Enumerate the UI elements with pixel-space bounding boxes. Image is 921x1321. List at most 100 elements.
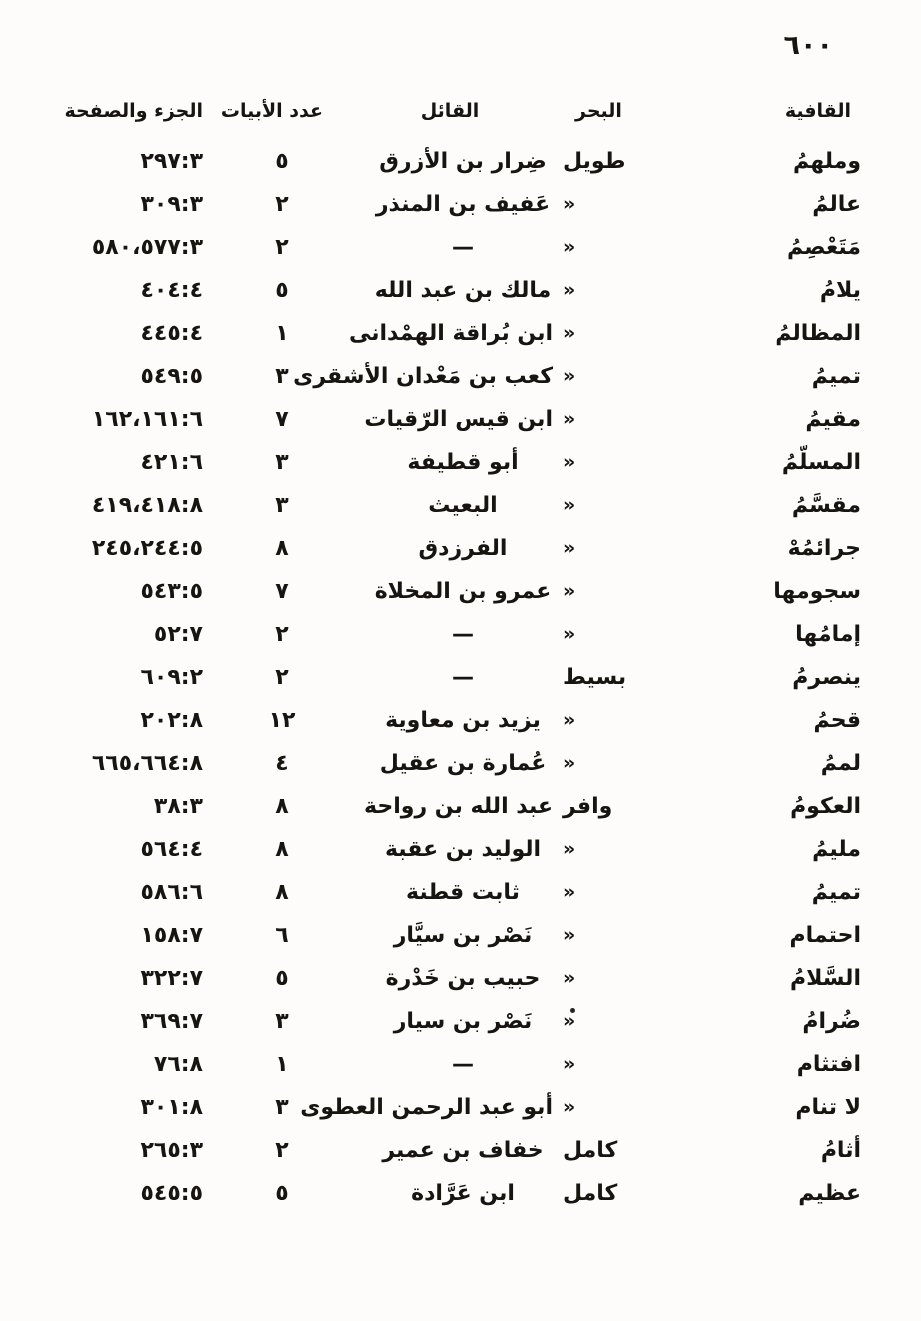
qafiya-cell: قحمُ (813, 708, 861, 733)
volume-page-cell: ١٦٢،١٦١:٦ (91, 407, 203, 432)
abyat-count-cell: ٧ (275, 579, 289, 604)
qafiya-cell: يلامُ (819, 278, 861, 303)
volume-page-cell: ٦٠٩:٢ (140, 665, 203, 690)
volume-page-cell: ٥٦٤:٤ (140, 837, 203, 862)
abyat-count-cell: ٨ (275, 536, 289, 561)
qafiya-cell: احتمام (789, 923, 861, 948)
volume-page-cell: ٥٤٣:٥ (140, 579, 203, 604)
qail-cell: نَصْر بن سيَّار (393, 923, 533, 948)
bahr-cell: « (563, 494, 576, 516)
table-row: تميمُ « ثابت قطنة ٨ ٥٨٦:٦ (23, 871, 913, 914)
table-row: المظالمُ « ابن بُراقة الهمْدانى ١ ٤٤٥:٤ (23, 312, 913, 355)
abyat-count-cell: ٢ (275, 1138, 289, 1163)
table-row: السَّلامُ « حبيب بن خَدْرة ٥ ٣٢٢:٧ (23, 957, 913, 1000)
abyat-count-cell: ١ (275, 1052, 289, 1077)
bahr-cell: « (563, 838, 576, 860)
qafiya-cell: إمامُها (795, 622, 861, 647)
header-volume-page: الجزء والصفحة (64, 100, 203, 122)
qail-cell: — (452, 665, 474, 690)
qail-cell: نَصْر بن سيار (393, 1009, 533, 1034)
qafiya-cell: مَتَعْصِمُ (787, 235, 861, 260)
qafiya-cell: افتثام (796, 1052, 861, 1077)
qafiya-cell: سجومها (773, 579, 861, 604)
bahr-cell: « (563, 279, 576, 301)
abyat-count-cell: ٣ (275, 493, 289, 518)
volume-page-cell: ٥٤٩:٥ (140, 364, 203, 389)
table-body: وملهمُ طويل ضِرار بن الأزرق ٥ ٢٩٧:٣ عالم… (23, 140, 913, 1215)
poetry-rhyme-index-table: القافية البحر القائل عدد الأبيات الجزء و… (0, 92, 921, 1215)
bahr-cell: « (563, 752, 576, 774)
volume-page-cell: ٣٨:٣ (153, 794, 203, 819)
bahr-cell: « (563, 1096, 576, 1118)
bahr-cell: « (563, 580, 576, 602)
qail-cell: عَفيف بن المنذر (375, 192, 551, 217)
volume-page-cell: ٣٦٩:٧ (140, 1009, 203, 1034)
volume-page-cell: ٥٨٠،٥٧٧:٣ (91, 235, 203, 260)
qafiya-cell: وملهمُ (792, 149, 861, 174)
qail-cell: أبو عبد الرحمن العطوى (300, 1095, 553, 1120)
qail-cell: مالك بن عبد الله (374, 278, 552, 303)
qail-cell: أبو قطيفة (407, 450, 519, 475)
volume-page-cell: ٣٢٢:٧ (140, 966, 203, 991)
table-row: يلامُ « مالك بن عبد الله ٥ ٤٠٤:٤ (23, 269, 913, 312)
header-qafiya: القافية (784, 100, 851, 122)
volume-page-cell: ٣٠٩:٣ (140, 192, 203, 217)
volume-page-cell: ٢٦٥:٣ (140, 1138, 203, 1163)
qafiya-cell: مقسَّمُ (791, 493, 861, 518)
volume-page-cell: ٣٠١:٨ (140, 1095, 203, 1120)
qail-cell: عُمارة بن عقيل (379, 751, 547, 776)
volume-page-cell: ١٥٨:٧ (140, 923, 203, 948)
volume-page-cell: ٥٤٥:٥ (140, 1181, 203, 1206)
table-row: احتمام « نَصْر بن سيَّار ٦ ١٥٨:٧ (23, 914, 913, 957)
bahr-cell: « (563, 451, 576, 473)
bahr-cell: « (563, 709, 576, 731)
abyat-count-cell: ٢ (275, 665, 289, 690)
qail-cell: البعيث (428, 493, 498, 518)
bahr-cell: كامل (563, 1181, 618, 1206)
table-row: إمامُها « — ٢ ٥٢:٧ (23, 613, 913, 656)
qail-cell: الفرزدق (418, 536, 508, 561)
abyat-count-cell: ٣ (275, 1095, 289, 1120)
bahr-cell: « (563, 924, 576, 946)
volume-page-cell: ٦٦٥،٦٦٤:٨ (91, 751, 203, 776)
ink-dot (570, 1008, 575, 1013)
abyat-count-cell: ٨ (275, 880, 289, 905)
qafiya-cell: لممُ (820, 751, 861, 776)
table-row: لا تنام « أبو عبد الرحمن العطوى ٣ ٣٠١:٨ (23, 1086, 913, 1129)
bahr-cell: « (563, 408, 576, 430)
abyat-count-cell: ٨ (275, 794, 289, 819)
bahr-cell: « (563, 365, 576, 387)
volume-page-cell: ٢٠٢:٨ (140, 708, 203, 733)
bahr-cell: « (563, 881, 576, 903)
bahr-cell: « (563, 1010, 576, 1032)
volume-page-cell: ٤٠٤:٤ (140, 278, 203, 303)
table-row: مليمُ « الوليد بن عقبة ٨ ٥٦٤:٤ (23, 828, 913, 871)
table-row: العكومُ وافر عبد الله بن رواحة ٨ ٣٨:٣ (23, 785, 913, 828)
table-row: أثامُ كامل خفاف بن عمير ٢ ٢٦٥:٣ (23, 1129, 913, 1172)
qafiya-cell: ينصرمُ (792, 665, 861, 690)
qafiya-cell: لا تنام (795, 1095, 861, 1120)
abyat-count-cell: ٥ (275, 1181, 289, 1206)
table-row: مقسَّمُ « البعيث ٣ ٤١٩،٤١٨:٨ (23, 484, 913, 527)
qafiya-cell: عالمُ (812, 192, 861, 217)
qafiya-cell: السَّلامُ (789, 966, 861, 991)
qail-cell: عبد الله بن رواحة (364, 794, 553, 819)
qail-cell: حبيب بن خَدْرة (385, 966, 541, 991)
table-row: وملهمُ طويل ضِرار بن الأزرق ٥ ٢٩٧:٣ (23, 140, 913, 183)
qafiya-cell: مقيمُ (805, 407, 861, 432)
bahr-cell: « (563, 537, 576, 559)
qafiya-cell: مليمُ (812, 837, 861, 862)
table-row: مقيمُ « ابن قيس الرّقيات ٧ ١٦٢،١٦١:٦ (23, 398, 913, 441)
volume-page-cell: ٥٢:٧ (153, 622, 203, 647)
qail-cell: كعب بن مَعْدان الأشقرى (293, 364, 553, 389)
bahr-cell: طويل (563, 149, 626, 174)
volume-page-cell: ٤١٩،٤١٨:٨ (91, 493, 203, 518)
table-row: افتثام « — ١ ٧٦:٨ (23, 1043, 913, 1086)
volume-page-cell: ٤٤٥:٤ (140, 321, 203, 346)
abyat-count-cell: ٣ (275, 450, 289, 475)
table-row: المسلّمُ « أبو قطيفة ٣ ٤٢١:٦ (23, 441, 913, 484)
volume-page-cell: ٢٩٧:٣ (140, 149, 203, 174)
volume-page-cell: ٧٦:٨ (153, 1052, 203, 1077)
bahr-cell: « (563, 1053, 576, 1075)
